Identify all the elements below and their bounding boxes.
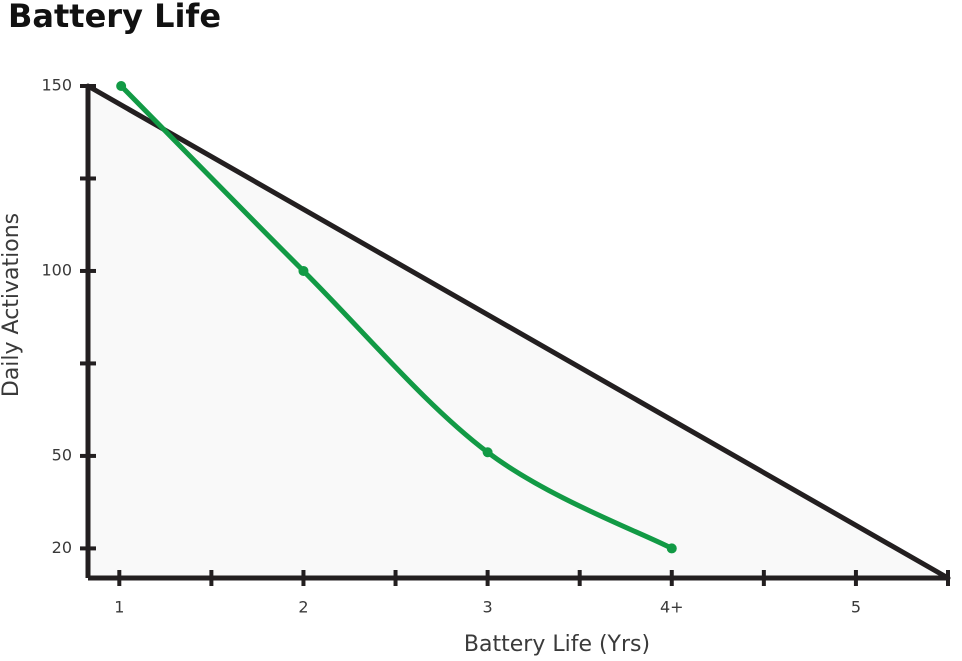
x-tick-label: 4+ — [660, 598, 684, 617]
data-point — [116, 81, 127, 91]
x-tick-label: 2 — [298, 598, 308, 617]
x-axis-label: Battery Life (Yrs) — [464, 632, 650, 657]
y-tick-label: 20 — [52, 538, 72, 557]
chart-title: Battery Life — [8, 0, 221, 35]
data-point — [666, 543, 677, 554]
y-axis-label: Daily Activations — [0, 213, 24, 397]
data-point — [482, 447, 493, 458]
x-tick-label: 5 — [851, 598, 861, 617]
x-tick-label: 3 — [483, 598, 493, 617]
y-tick-label: 150 — [41, 76, 72, 95]
data-point — [298, 265, 309, 276]
y-tick-label: 100 — [41, 260, 72, 279]
series-line — [85, 83, 951, 581]
series-line — [118, 83, 675, 551]
y-tick-label: 50 — [52, 445, 72, 464]
x-tick-label: 1 — [114, 598, 124, 617]
